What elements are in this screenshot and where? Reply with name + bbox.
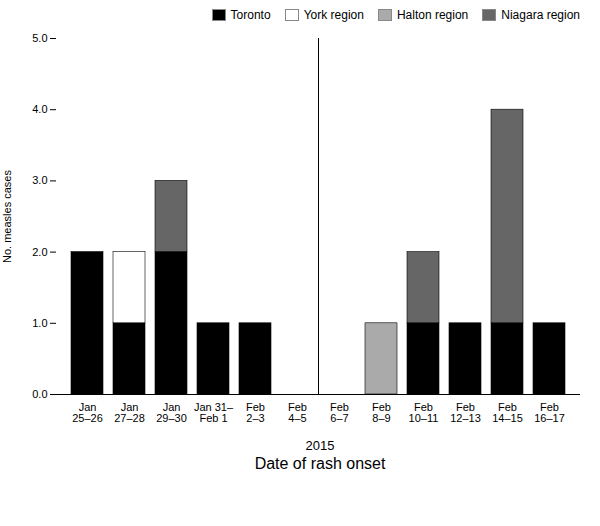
svg-text:No. measles cases: No. measles cases <box>1 170 13 263</box>
html-text:2015: 2015 <box>305 438 335 453</box>
svg-text:Feb4–5: Feb4–5 <box>288 401 307 424</box>
svg-text:1.0: 1.0 <box>32 317 47 329</box>
svg-text:Jan 31–Feb 1: Jan 31–Feb 1 <box>194 401 234 424</box>
svg-text:Feb10–11: Feb10–11 <box>409 401 439 424</box>
svg-text:Feb14–15: Feb14–15 <box>492 401 523 424</box>
svg-text:Jan25–26: Jan25–26 <box>72 401 103 424</box>
svg-text:Feb8–9: Feb8–9 <box>372 401 391 424</box>
svg-text:4.0: 4.0 <box>32 103 47 115</box>
html-text:Halton region: Halton region <box>396 8 469 22</box>
html-text:Toronto: Toronto <box>230 8 271 22</box>
svg-text:Jan27–28: Jan27–28 <box>114 401 145 424</box>
html-text:Niagara region: Niagara region <box>501 8 580 22</box>
svg-text:Jan29–30: Jan29–30 <box>156 401 187 424</box>
svg-text:3.0: 3.0 <box>32 174 47 186</box>
html-text:Date of rash onset: Date of rash onset <box>254 455 386 472</box>
svg-text:0.0: 0.0 <box>32 388 47 400</box>
svg-text:Feb12–13: Feb12–13 <box>450 401 481 424</box>
svg-text:Feb6–7: Feb6–7 <box>330 401 349 424</box>
html-text:York region: York region <box>303 8 364 22</box>
svg-text:5.0: 5.0 <box>32 32 47 44</box>
svg-text:Feb16–17: Feb16–17 <box>534 401 565 424</box>
svg-text:2.0: 2.0 <box>32 246 47 258</box>
svg-text:Feb2–3: Feb2–3 <box>246 401 265 424</box>
